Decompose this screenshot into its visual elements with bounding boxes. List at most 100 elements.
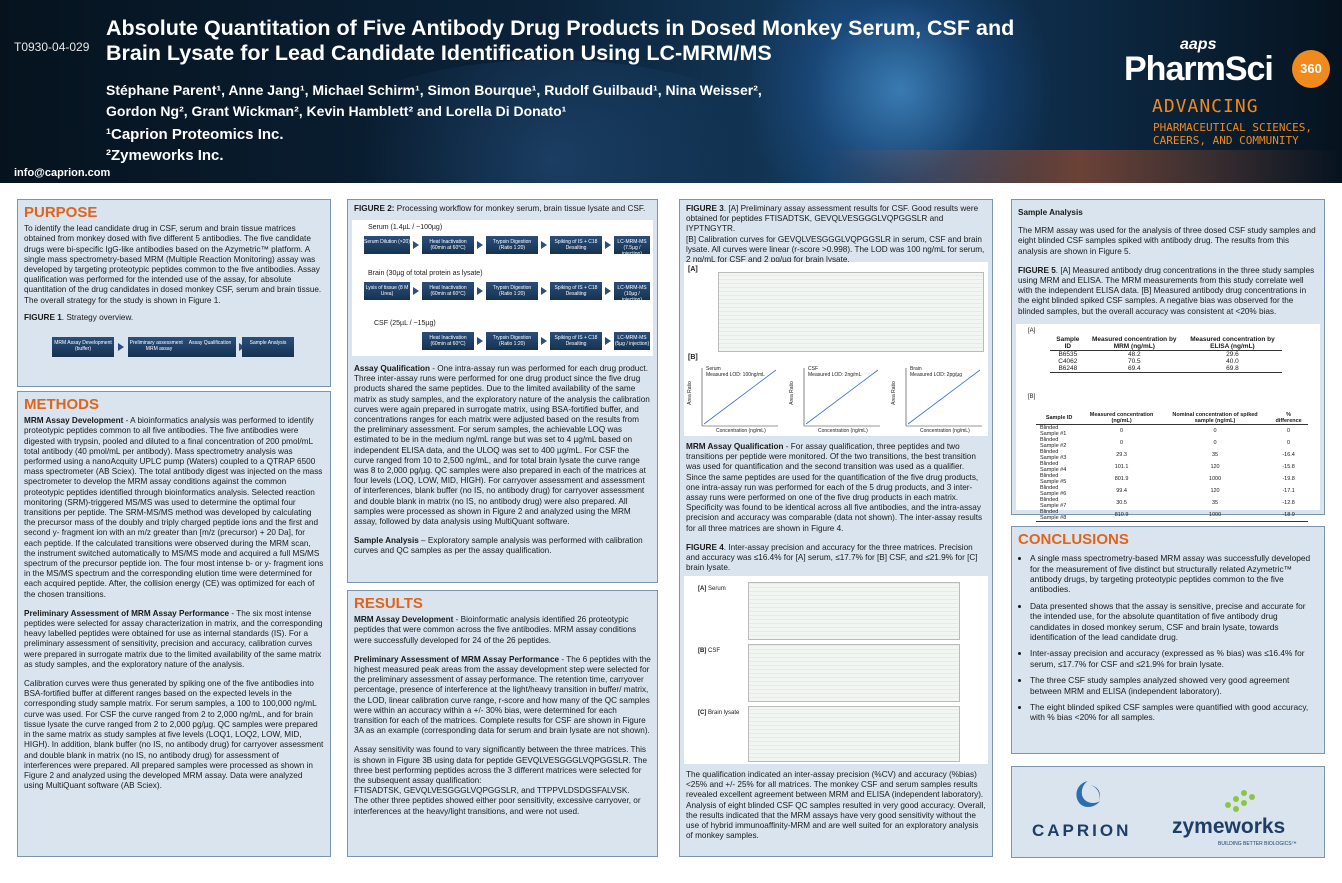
strategy-step-2: Preliminary assessment of MRM assay — [128, 337, 190, 358]
csf-arrow-1 — [477, 337, 483, 345]
cell: 0 — [1213, 440, 1217, 446]
csf-assessment-table — [718, 272, 984, 352]
contact-email[interactable]: info@caprion.com — [14, 167, 111, 179]
table-row: Blinded Sample #3 29.3 35 -16.4 — [1036, 449, 1308, 461]
figure-4-caption-text: . Inter-assay precision and accuracy for… — [686, 542, 978, 573]
figure-3-caption-b: [B] Calibration curves for GEVQLVESGGGLV… — [686, 234, 985, 265]
tagline-line-1: PHARMACEUTICAL SCIENCES, — [1153, 121, 1312, 134]
figure-2-panel: FIGURE 2: Processing workflow for monkey… — [347, 199, 658, 583]
poster-title: Absolute Quantitation of Five Antibody D… — [106, 16, 1015, 65]
assay-qualification-text: - One intra-assay run was performed for … — [354, 364, 650, 527]
cell: 40.0 — [1226, 358, 1239, 365]
col-sample-id: Sample ID — [1050, 336, 1086, 351]
authors-line-1: Stéphane Parent¹, Anne Jang¹, Michael Sc… — [106, 82, 762, 98]
brain-step-1: Lysis of tissue (8 M Urea) — [364, 282, 410, 300]
conclusion-item: The eight blinded spiked CSF samples wer… — [1030, 702, 1318, 723]
csf-arrow-3 — [605, 337, 611, 345]
figure-4a-label: [A] Serum — [698, 586, 726, 592]
serum-step-5: LC-MRM-MS (7.5µg / injection) — [614, 236, 650, 257]
table-row: Blinded Sample #2 0 0 0 — [1036, 437, 1308, 449]
calibration-plot-csf — [803, 368, 880, 427]
serum-x-label: Concentration (ng/mL) — [716, 428, 766, 434]
figure-2-label: FIGURE 2: — [354, 204, 395, 213]
brain-step-4: Spiking of IS + C18 Desalting — [550, 282, 602, 300]
tagline-line-2: CAREERS, AND COMMUNITY — [1153, 134, 1299, 147]
zymeworks-logo-text: zymeworks — [1172, 815, 1286, 838]
results-paragraph-3: Assay sensitivity was found to vary sign… — [354, 745, 648, 786]
csf-workflow-label: CSF (25µL / ~15µg) — [374, 320, 436, 327]
table-row: Blinded Sample #4 101.1 120 -15.8 — [1036, 461, 1308, 473]
serum-arrow-1 — [413, 241, 419, 249]
results-text-1: - Bioinformatic analysis identified 26 p… — [354, 615, 637, 645]
cell: -17.1 — [1282, 488, 1295, 494]
figure-5-box: [A] Sample ID Measured concentration by … — [1016, 324, 1320, 522]
figure-4a-name: Serum — [708, 586, 726, 592]
sample-analysis-heading: Sample Analysis — [354, 536, 419, 546]
csf-plot-legend: CSF Measured LOD: 2ng/mL — [808, 366, 861, 378]
brain-arrow-2 — [477, 287, 483, 295]
affiliation-2: ²Zymeworks Inc. — [106, 147, 224, 164]
cell: 30.5 — [1116, 500, 1127, 506]
figure-4-box: [A] Serum [B] CSF [C] Brain lysate — [684, 576, 988, 764]
brain-arrow-3 — [541, 287, 547, 295]
strategy-arrow-1 — [118, 343, 124, 352]
figure-4b-name: CSF — [708, 648, 721, 654]
study-samples-table: Sample ID Measured concentration by MRM … — [1050, 336, 1282, 373]
cell: 101.1 — [1114, 464, 1129, 470]
purpose-text: To identify the lead candidate drug in C… — [24, 224, 322, 305]
cell: 120 — [1210, 488, 1220, 494]
serum-precision-table — [748, 582, 960, 640]
figure-5-caption-text: . [A] Measured antibody drug concentrati… — [1018, 265, 1315, 316]
serum-plot-legend: Serum Measured LOD: 100ng/mL — [706, 366, 765, 378]
col-nominal: Nominal concentration of spiked sample (… — [1160, 412, 1270, 425]
pharmsci-logo-text: PharmSci — [1124, 50, 1274, 88]
col-mrm-concentration: Measured concentration by MRM (ng/mL) — [1085, 336, 1183, 351]
brain-plot-note: Measured LOD: 2pg/µg — [910, 372, 963, 378]
table-row: Blinded Sample #1 0 0 0 — [1036, 425, 1308, 437]
csf-step-3: Spiking of IS + C18 Desalting — [550, 332, 602, 350]
cell: Blinded Sample #3 — [1040, 449, 1067, 461]
results-peptides: FTISADTSK, GEVQLVESGGGLVQPGGSLR, and TTP… — [354, 786, 630, 796]
figure-1-caption-text: . Strategy overview. — [61, 312, 134, 322]
figure-1-label: FIGURE 1 — [24, 312, 62, 322]
cell: 35 — [1211, 500, 1219, 506]
cell: Blinded Sample #8 — [1040, 509, 1067, 521]
cell: 48.2 — [1127, 351, 1141, 358]
csf-plot-note: Measured LOD: 2ng/mL — [808, 372, 862, 378]
figure-2-caption: FIGURE 2: Processing workflow for monkey… — [354, 204, 651, 214]
cell: 120 — [1210, 464, 1220, 470]
brain-workflow-label: Brain (30µg of total protein as lysate) — [368, 270, 483, 277]
figure-4b-label: [B] CSF — [698, 648, 720, 654]
figure-4c-name: Brain lysate — [708, 710, 740, 716]
cell: Blinded Sample #6 — [1040, 485, 1067, 497]
logos-panel: CAPRION zymeworks BUILDING BETTER BIOLOG… — [1011, 766, 1325, 858]
csf-precision-table — [748, 644, 960, 702]
brain-x-label: Concentration (ng/mL) — [920, 428, 970, 434]
cell: 69.8 — [1226, 365, 1239, 372]
purpose-title: PURPOSE — [24, 204, 98, 221]
serum-y-label: Area Ratio — [686, 381, 693, 405]
brain-step-5: LC-MRM-MS (10µg / injection) — [614, 282, 650, 303]
col-difference: % difference — [1269, 412, 1308, 425]
results-tail: The other three peptides showed either p… — [354, 796, 641, 816]
cell: 0 — [1287, 440, 1291, 446]
caprion-logo-text: CAPRION — [1032, 821, 1132, 840]
cell: 801.9 — [1114, 476, 1129, 482]
results-heading-1: MRM Assay Development — [354, 615, 454, 625]
figure-4b-tag: [B] — [698, 648, 707, 654]
serum-workflow-label: Serum (1.4µL / ~100µg) — [368, 224, 443, 231]
mrm-qualification-text: - For assay qualification, three peptide… — [686, 442, 983, 533]
sample-analysis-text: – Exploratory sample analysis was perfor… — [354, 536, 643, 556]
brain-plot-legend: Brain Measured LOD: 2pg/µg — [910, 366, 962, 378]
brain-precision-table — [748, 706, 960, 762]
cell: B6248 — [1058, 365, 1078, 372]
table-row: B6535 48.2 29.6 — [1050, 351, 1282, 358]
table-row: Blinded Sample #5 801.9 1000 -19.8 — [1036, 473, 1308, 485]
conclusion-item: Data presented shows that the assay is s… — [1030, 601, 1318, 643]
figure-3a-tag: [A] — [688, 266, 698, 273]
csf-step-1: Heat Inactivation (60min at 60°C) — [422, 332, 474, 350]
figure-4-label: FIGURE 4 — [686, 542, 724, 552]
cell: -12.8 — [1282, 500, 1295, 506]
strategy-step-4: Sample Analysis — [242, 337, 294, 358]
cell: -15.8 — [1282, 464, 1295, 470]
